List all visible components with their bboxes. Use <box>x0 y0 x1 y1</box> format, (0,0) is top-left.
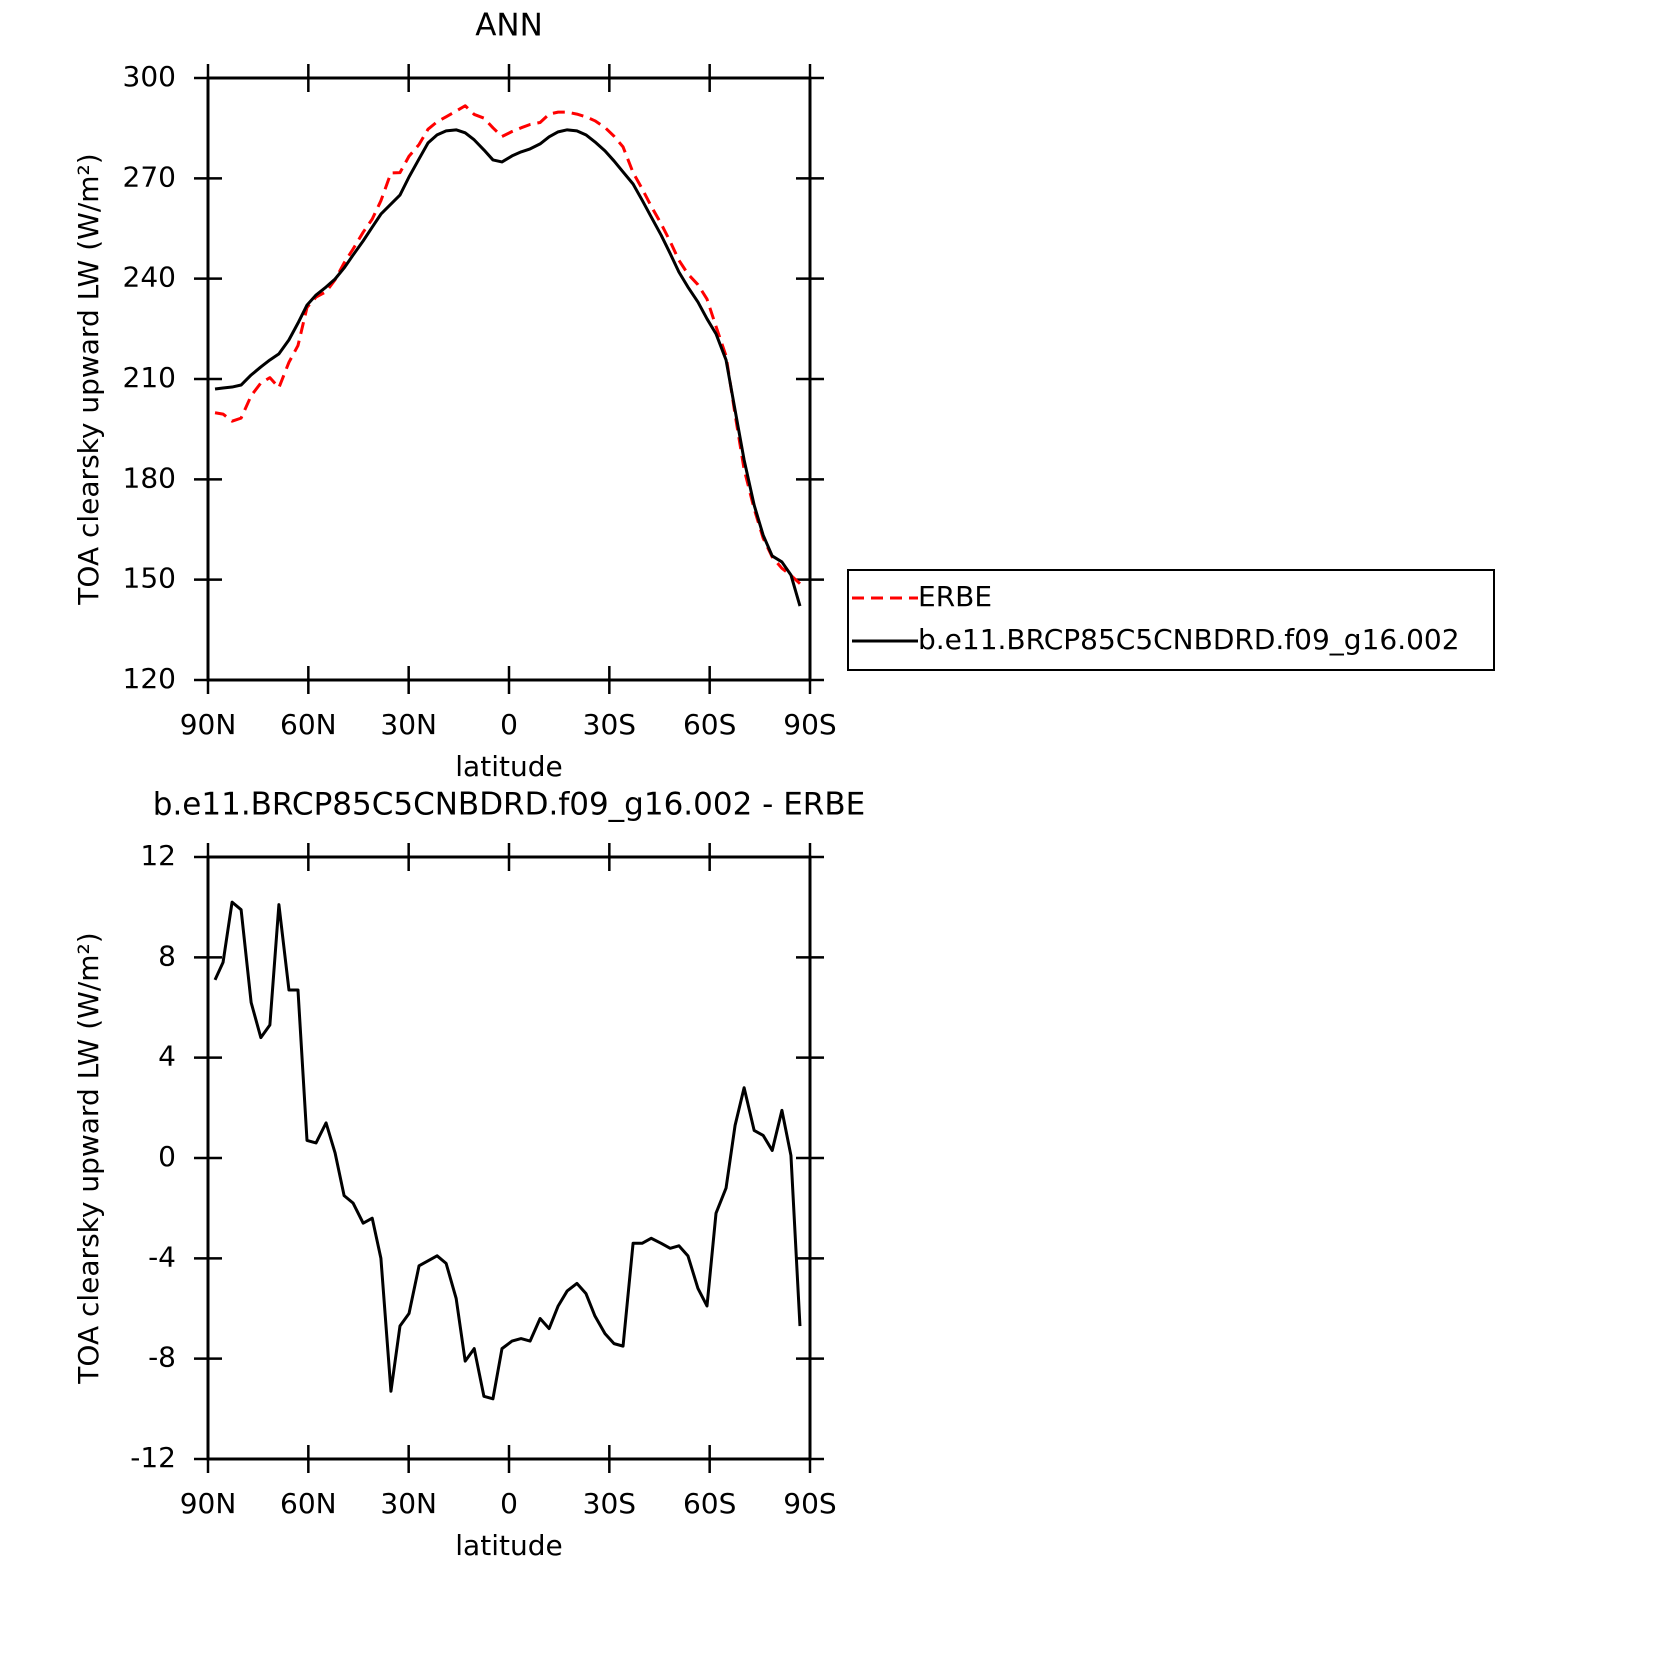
legend-box <box>847 569 1495 671</box>
x-tick-label: 30N <box>380 708 437 741</box>
data-line <box>214 128 802 607</box>
x-tick-label: 90N <box>180 1487 237 1520</box>
x-tick-label: 60N <box>280 708 337 741</box>
x-axis-label: latitude <box>455 1529 562 1562</box>
x-tick-label: 60S <box>683 708 736 741</box>
chart-title: b.e11.BRCP85C5CNBDRD.f09_g16.002 - ERBE <box>153 787 865 823</box>
data-line <box>213 900 802 1401</box>
plot-frame <box>206 76 812 682</box>
y-tick-label: 4 <box>158 1040 176 1073</box>
y-tick-label: -12 <box>130 1441 176 1474</box>
y-tick-label: 300 <box>123 60 176 93</box>
y-tick-label: 8 <box>158 939 176 972</box>
x-tick-label: 0 <box>500 708 518 741</box>
x-tick-label: 90S <box>783 1487 836 1520</box>
data-line <box>214 104 801 585</box>
y-tick-label: 180 <box>123 461 176 494</box>
x-tick-label: 30S <box>583 1487 636 1520</box>
x-tick-label: 30S <box>583 708 636 741</box>
y-tick-label: 0 <box>158 1140 176 1173</box>
x-tick-label: 90S <box>783 708 836 741</box>
chart-title: ANN <box>475 8 543 44</box>
y-tick-label: 240 <box>123 261 176 294</box>
legend-label: ERBE <box>918 580 992 613</box>
plot-frame <box>206 855 812 1461</box>
y-tick-label: 120 <box>123 662 176 695</box>
legend-label: b.e11.BRCP85C5CNBDRD.f09_g16.002 <box>918 623 1460 656</box>
x-axis-label: latitude <box>455 750 562 783</box>
y-tick-label: -8 <box>148 1341 176 1374</box>
x-tick-label: 60S <box>683 1487 736 1520</box>
x-tick-label: 60N <box>280 1487 337 1520</box>
x-tick-label: 30N <box>380 1487 437 1520</box>
y-tick-label: 270 <box>123 160 176 193</box>
x-tick-label: 0 <box>500 1487 518 1520</box>
y-tick-label: 210 <box>123 361 176 394</box>
y-axis-label: TOA clearsky upward LW (W/m²) <box>72 153 105 605</box>
y-tick-label: 12 <box>140 839 176 872</box>
y-tick-label: 150 <box>123 562 176 595</box>
y-tick-label: -4 <box>148 1240 176 1273</box>
x-tick-label: 90N <box>180 708 237 741</box>
y-axis-label: TOA clearsky upward LW (W/m²) <box>72 932 105 1384</box>
